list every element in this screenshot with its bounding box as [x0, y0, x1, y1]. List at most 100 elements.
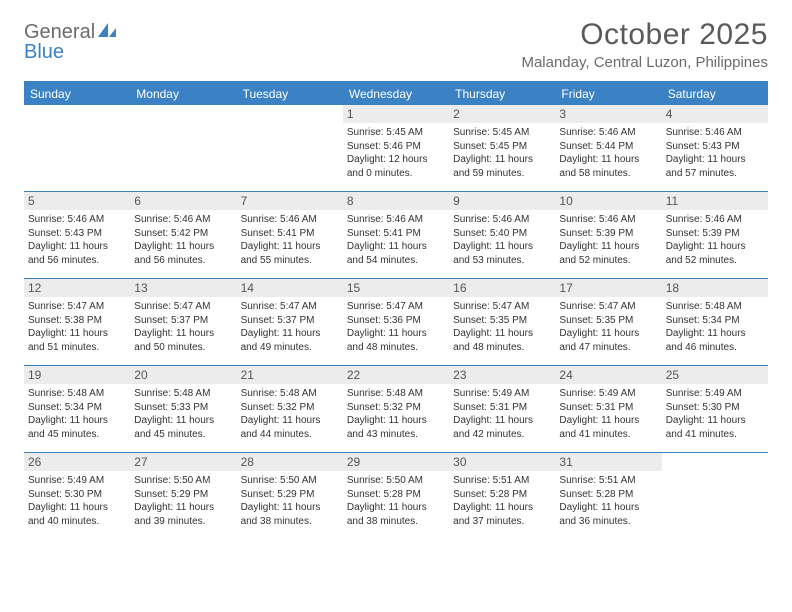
detail-line-d2: and 48 minutes. [347, 341, 445, 355]
detail-line-d1: Daylight: 11 hours [347, 501, 445, 515]
day-number: 20 [130, 366, 236, 384]
day-detail: Sunrise: 5:48 AMSunset: 5:32 PMDaylight:… [347, 387, 445, 441]
day-number: 19 [24, 366, 130, 384]
detail-line-ss: Sunset: 5:28 PM [559, 488, 657, 502]
day-cell: 1Sunrise: 5:45 AMSunset: 5:46 PMDaylight… [343, 105, 449, 191]
detail-line-d1: Daylight: 11 hours [559, 414, 657, 428]
detail-line-d2: and 53 minutes. [453, 254, 551, 268]
detail-line-d1: Daylight: 11 hours [28, 327, 126, 341]
detail-line-ss: Sunset: 5:46 PM [347, 140, 445, 154]
day-detail: Sunrise: 5:46 AMSunset: 5:42 PMDaylight:… [134, 213, 232, 267]
day-cell [662, 453, 768, 539]
week-row: 5Sunrise: 5:46 AMSunset: 5:43 PMDaylight… [24, 192, 768, 279]
day-number: 1 [343, 105, 449, 123]
day-cell: 10Sunrise: 5:46 AMSunset: 5:39 PMDayligh… [555, 192, 661, 278]
dow-cell: Wednesday [343, 83, 449, 105]
week-row: 1 Sunrise: 5:45 AM Sunset: 5:46 PM Daylight… [24, 105, 768, 192]
detail-line-sr: Sunrise: 5:50 AM [134, 474, 232, 488]
day-number: 27 [130, 453, 236, 471]
day-number: 3 [555, 105, 661, 123]
weeks-container: 1 Sunrise: 5:45 AM Sunset: 5:46 PM Daylight… [24, 105, 768, 539]
day-detail: Sunrise: 5:47 AMSunset: 5:37 PMDaylight:… [241, 300, 339, 354]
detail-line-ss: Sunset: 5:42 PM [134, 227, 232, 241]
detail-line-d2: and 47 minutes. [559, 341, 657, 355]
detail-line-sr: Sunrise: 5:47 AM [241, 300, 339, 314]
detail-line-d2: and 46 minutes. [666, 341, 764, 355]
dow-cell: Monday [130, 83, 236, 105]
day-cell: 2Sunrise: 5:45 AMSunset: 5:45 PMDaylight… [449, 105, 555, 191]
day-cell: 25Sunrise: 5:49 AMSunset: 5:30 PMDayligh… [662, 366, 768, 452]
detail-line-ss: Sunset: 5:39 PM [666, 227, 764, 241]
day-detail: Sunrise: 5:46 AMSunset: 5:43 PMDaylight:… [666, 126, 764, 180]
detail-line-ss: Sunset: 5:36 PM [347, 314, 445, 328]
day-cell [237, 105, 343, 191]
detail-line-d2: and 51 minutes. [28, 341, 126, 355]
detail-line-d2: and 56 minutes. [28, 254, 126, 268]
day-detail: Sunrise: 5:49 AMSunset: 5:30 PMDaylight:… [28, 474, 126, 528]
day-cell: 7 Sunrise: 5:46 AMSunset: 5:41 PMDaylight… [237, 192, 343, 278]
detail-line-ss: Sunset: 5:34 PM [666, 314, 764, 328]
detail-line-d1: Daylight: 11 hours [666, 414, 764, 428]
day-detail: Sunrise: 5:50 AMSunset: 5:29 PMDaylight:… [241, 474, 339, 528]
detail-line-sr: Sunrise: 5:48 AM [666, 300, 764, 314]
detail-line-ss: Sunset: 5:35 PM [559, 314, 657, 328]
detail-line-sr: Sunrise: 5:48 AM [28, 387, 126, 401]
detail-line-d1: Daylight: 11 hours [453, 240, 551, 254]
day-detail: Sunrise: 5:46 AMSunset: 5:39 PMDaylight:… [666, 213, 764, 267]
detail-line-ss: Sunset: 5:41 PM [347, 227, 445, 241]
detail-line-ss: Sunset: 5:28 PM [453, 488, 551, 502]
day-detail: Sunrise: 5:47 AMSunset: 5:38 PMDaylight:… [28, 300, 126, 354]
detail-line-sr: Sunrise: 5:46 AM [347, 213, 445, 227]
day-detail: Sunrise: 5:46 AMSunset: 5:39 PMDaylight:… [559, 213, 657, 267]
day-cell: 27Sunrise: 5:50 AMSunset: 5:29 PMDayligh… [130, 453, 236, 539]
detail-line-d2: and 54 minutes. [347, 254, 445, 268]
day-number: 14 [237, 279, 343, 297]
day-detail: Sunrise: 5:46 AMSunset: 5:40 PMDaylight:… [453, 213, 551, 267]
detail-line-d2: and 39 minutes. [134, 515, 232, 529]
detail-line-d2: and 37 minutes. [453, 515, 551, 529]
day-number: 18 [662, 279, 768, 297]
day-detail: Sunrise: 5:49 AMSunset: 5:30 PMDaylight:… [666, 387, 764, 441]
detail-line-d2: and 48 minutes. [453, 341, 551, 355]
title-block: October 2025 Malanday, Central Luzon, Ph… [521, 18, 768, 71]
detail-line-sr: Sunrise: 5:46 AM [453, 213, 551, 227]
detail-line-ss: Sunset: 5:30 PM [28, 488, 126, 502]
detail-line-d1: Daylight: 11 hours [453, 153, 551, 167]
detail-line-ss: Sunset: 5:43 PM [28, 227, 126, 241]
detail-line-d2: and 45 minutes. [28, 428, 126, 442]
detail-line-d2: and 43 minutes. [347, 428, 445, 442]
detail-line-d1: Daylight: 11 hours [28, 240, 126, 254]
detail-line-d1: Daylight: 11 hours [559, 240, 657, 254]
day-detail: Sunrise: 5:46 AMSunset: 5:44 PMDaylight:… [559, 126, 657, 180]
detail-line-d1: Daylight: 11 hours [134, 501, 232, 515]
detail-line-sr: Sunrise: 5:50 AM [241, 474, 339, 488]
detail-line-sr: Sunrise: 5:45 AM [453, 126, 551, 140]
detail-line-sr: Sunrise: 5:46 AM [666, 126, 764, 140]
detail-line-sr: Sunrise: 5:47 AM [134, 300, 232, 314]
calendar: SundayMondayTuesdayWednesdayThursdayFrid… [24, 81, 768, 539]
day-cell: 29Sunrise: 5:50 AMSunset: 5:28 PMDayligh… [343, 453, 449, 539]
detail-line-d1: Daylight: 11 hours [559, 153, 657, 167]
day-cell: 17Sunrise: 5:47 AMSunset: 5:35 PMDayligh… [555, 279, 661, 365]
detail-line-sr: Sunrise: 5:49 AM [28, 474, 126, 488]
day-detail: Sunrise: 5:46 AMSunset: 5:41 PMDaylight:… [347, 213, 445, 267]
detail-line-ss: Sunset: 5:35 PM [453, 314, 551, 328]
day-detail: Sunrise: 5:49 AMSunset: 5:31 PMDaylight:… [559, 387, 657, 441]
day-number: 28 [237, 453, 343, 471]
detail-line-d2: and 40 minutes. [28, 515, 126, 529]
detail-line-sr: Sunrise: 5:47 AM [453, 300, 551, 314]
detail-line-ss: Sunset: 5:37 PM [134, 314, 232, 328]
day-detail: Sunrise: 5:49 AMSunset: 5:31 PMDaylight:… [453, 387, 551, 441]
day-number: 7 [237, 192, 343, 210]
day-cell: 3 Sunrise: 5:46 AMSunset: 5:44 PMDaylight… [555, 105, 661, 191]
detail-line-d1: Daylight: 11 hours [28, 501, 126, 515]
detail-line-d1: Daylight: 11 hours [241, 327, 339, 341]
detail-line-d2: and 55 minutes. [241, 254, 339, 268]
detail-line-ss: Sunset: 5:34 PM [28, 401, 126, 415]
day-detail: Sunrise: 5:45 AMSunset: 5:45 PMDaylight:… [453, 126, 551, 180]
detail-line-d1: Daylight: 11 hours [666, 240, 764, 254]
day-cell [130, 105, 236, 191]
detail-line-ss: Sunset: 5:33 PM [134, 401, 232, 415]
detail-line-d1: Daylight: 11 hours [134, 414, 232, 428]
day-detail: Sunrise: 5:46 AMSunset: 5:41 PMDaylight:… [241, 213, 339, 267]
